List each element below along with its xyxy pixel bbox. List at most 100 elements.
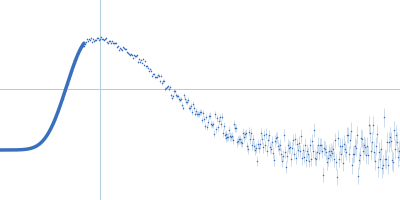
Point	[66, 78, 72, 81]
Point	[164, 85, 171, 88]
Point	[110, 42, 116, 45]
Point	[370, 123, 376, 126]
Point	[200, 117, 207, 121]
Point	[361, 144, 367, 147]
Point	[353, 146, 359, 149]
Point	[392, 147, 398, 150]
Point	[108, 42, 114, 45]
Point	[377, 157, 383, 160]
Point	[334, 175, 340, 179]
Point	[279, 159, 286, 163]
Point	[174, 94, 181, 98]
Point	[292, 137, 298, 141]
Point	[188, 110, 195, 113]
Point	[346, 152, 352, 156]
Point	[189, 102, 196, 105]
Point	[319, 149, 326, 152]
Point	[263, 132, 270, 135]
Point	[389, 159, 395, 162]
Point	[322, 147, 328, 150]
Point	[172, 94, 179, 97]
Point	[302, 143, 308, 146]
Point	[245, 148, 252, 151]
Point	[269, 140, 276, 143]
Point	[95, 37, 101, 40]
Point	[199, 112, 206, 115]
Point	[367, 132, 373, 135]
Point	[375, 166, 381, 169]
Point	[124, 50, 130, 54]
Point	[336, 157, 342, 160]
Point	[227, 135, 234, 138]
Point	[184, 100, 190, 104]
Point	[349, 164, 355, 167]
Point	[359, 138, 365, 141]
Point	[136, 57, 142, 60]
Point	[312, 156, 318, 159]
Point	[285, 144, 292, 147]
Point	[74, 55, 80, 58]
Point	[354, 133, 360, 137]
Point	[378, 147, 384, 150]
Point	[232, 126, 239, 130]
Point	[381, 116, 387, 119]
Point	[301, 155, 308, 158]
Point	[71, 59, 77, 62]
Point	[234, 141, 241, 144]
Point	[134, 54, 140, 57]
Point	[209, 123, 216, 126]
Point	[193, 112, 200, 116]
Point	[188, 104, 194, 107]
Point	[55, 110, 61, 113]
Point	[116, 48, 122, 51]
Point	[233, 126, 240, 130]
Point	[154, 75, 160, 78]
Point	[275, 144, 282, 147]
Point	[284, 155, 290, 158]
Point	[97, 37, 103, 40]
Point	[86, 37, 92, 41]
Point	[160, 79, 167, 82]
Point	[342, 148, 348, 151]
Point	[393, 133, 399, 136]
Point	[130, 56, 136, 59]
Point	[297, 150, 304, 153]
Point	[75, 52, 81, 55]
Point	[374, 133, 380, 136]
Point	[59, 98, 65, 101]
Point	[352, 144, 358, 147]
Point	[384, 140, 390, 144]
Point	[98, 36, 104, 39]
Point	[257, 143, 264, 146]
Point	[196, 110, 203, 113]
Point	[327, 153, 334, 156]
Point	[244, 145, 251, 148]
Point	[390, 160, 396, 163]
Point	[124, 51, 131, 54]
Point	[126, 52, 132, 56]
Point	[191, 112, 198, 115]
Point	[205, 114, 212, 117]
Point	[331, 157, 337, 161]
Point	[132, 55, 139, 58]
Point	[358, 136, 364, 139]
Point	[360, 150, 366, 153]
Point	[376, 150, 382, 153]
Point	[224, 136, 231, 139]
Point	[174, 94, 180, 98]
Point	[51, 121, 57, 124]
Point	[320, 173, 326, 176]
Point	[314, 150, 320, 153]
Point	[291, 152, 298, 155]
Point	[223, 132, 230, 136]
Point	[197, 111, 204, 114]
Point	[373, 144, 379, 148]
Point	[351, 152, 357, 155]
Point	[178, 103, 185, 106]
Point	[146, 67, 153, 70]
Point	[70, 65, 76, 68]
Point	[126, 53, 133, 56]
Point	[218, 115, 225, 118]
Point	[347, 139, 353, 142]
Point	[57, 104, 63, 107]
